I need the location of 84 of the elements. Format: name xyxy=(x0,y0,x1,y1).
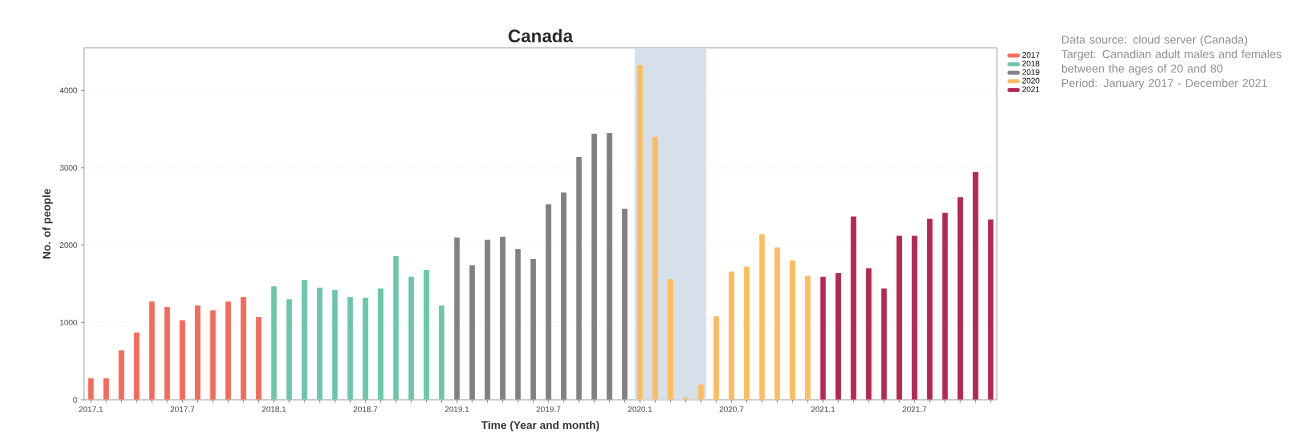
x-tick-label: 2019.7 xyxy=(536,406,561,413)
bar xyxy=(698,384,704,400)
bar xyxy=(499,236,506,400)
bar xyxy=(362,297,369,400)
bar xyxy=(545,204,552,400)
bar xyxy=(957,197,964,400)
bar xyxy=(621,208,628,400)
bar xyxy=(408,276,414,400)
bar xyxy=(286,299,292,400)
bar xyxy=(179,320,186,400)
y-tick-label: 2000 xyxy=(59,242,78,248)
bar xyxy=(591,133,597,400)
x-tick-label: 2017.1 xyxy=(79,406,103,413)
bar xyxy=(347,296,353,400)
bar xyxy=(637,64,643,400)
bar xyxy=(393,255,399,400)
x-tick-label: 2018.1 xyxy=(262,406,286,413)
bar xyxy=(713,316,719,400)
y-tick-label: 3000 xyxy=(59,164,78,171)
bar xyxy=(240,296,247,400)
bar xyxy=(820,276,826,400)
bar xyxy=(332,290,338,400)
legend-label: 2021 xyxy=(1022,86,1040,93)
y-tick-label: 1000 xyxy=(60,319,78,326)
bar xyxy=(438,305,445,400)
x-tick-label: 2020.1 xyxy=(628,406,652,413)
bar xyxy=(881,288,887,400)
x-tick-label: 2019.1 xyxy=(445,406,469,413)
source-note: Data source: cloud server (Canada) xyxy=(1062,35,1248,46)
bar xyxy=(271,286,277,400)
y-axis-title: No. of people xyxy=(42,188,53,259)
bar xyxy=(896,235,903,400)
bar xyxy=(301,279,308,400)
bar xyxy=(606,132,613,400)
bar xyxy=(377,288,384,400)
bar xyxy=(560,192,567,400)
text: Period: January 2017 - December 2021 xyxy=(1062,78,1268,90)
chart-title: Canada xyxy=(508,29,574,43)
bar xyxy=(225,301,231,400)
bar xyxy=(149,301,155,400)
bar xyxy=(759,234,765,400)
bar xyxy=(255,317,262,400)
bar xyxy=(866,268,872,400)
y-tick-label: 4000 xyxy=(59,87,78,94)
bar xyxy=(744,266,750,400)
bar xyxy=(103,378,109,400)
bar xyxy=(194,305,201,400)
bar xyxy=(835,272,842,400)
bar xyxy=(88,378,94,400)
bar xyxy=(210,310,216,400)
x-tick-label: 2020.7 xyxy=(719,406,744,413)
bar xyxy=(927,218,933,400)
legend-label: 2017 xyxy=(1022,52,1040,58)
x-tick-label: 2021.7 xyxy=(902,406,927,413)
bar xyxy=(454,237,460,400)
bar xyxy=(805,276,811,400)
bar xyxy=(469,265,475,400)
bar xyxy=(988,219,994,400)
bar xyxy=(911,235,918,400)
bar xyxy=(667,279,674,400)
x-axis-title: Time (Year and month) xyxy=(481,420,600,432)
legend-label: 2019 xyxy=(1022,69,1040,75)
bar xyxy=(942,212,948,400)
text: Target: Canadian adult males and females between the ages of 20 and 80 xyxy=(1061,49,1282,75)
bar xyxy=(576,156,582,400)
bar xyxy=(850,216,857,400)
bar xyxy=(728,271,735,400)
bar xyxy=(118,350,125,400)
bar xyxy=(164,307,170,400)
legend-label: 2018 xyxy=(1022,60,1040,67)
x-tick-label: 2021.1 xyxy=(811,406,835,413)
bar xyxy=(530,259,536,400)
bar xyxy=(423,269,430,400)
x-tick-label: 2017.7 xyxy=(170,406,195,413)
bar xyxy=(515,249,521,400)
bar xyxy=(484,239,491,400)
bar xyxy=(972,171,979,400)
y-tick-label: 0 xyxy=(73,397,78,403)
bar xyxy=(652,136,658,400)
x-tick-label: 2018.7 xyxy=(353,406,378,413)
legend-label: 2020 xyxy=(1022,77,1040,84)
bar xyxy=(774,247,781,400)
bar xyxy=(789,260,796,400)
bar xyxy=(316,287,323,400)
